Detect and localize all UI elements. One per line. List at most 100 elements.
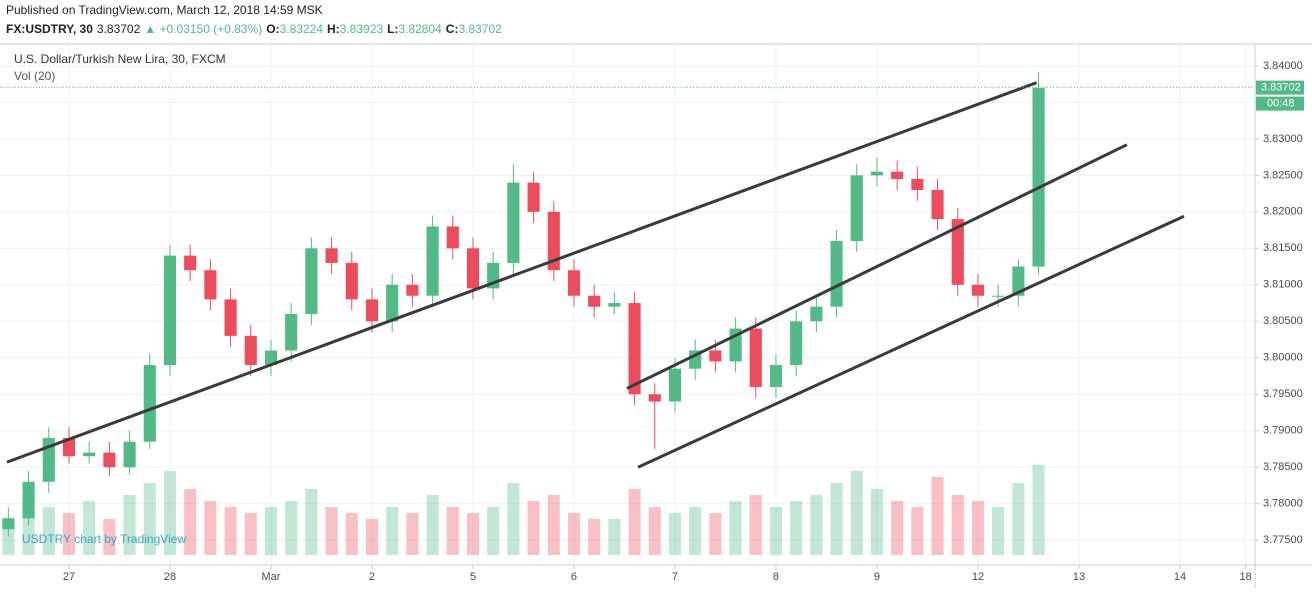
quote-value: 3.83224 [280, 22, 324, 36]
volume-bar [345, 513, 358, 555]
quote-label: L: [387, 22, 398, 36]
volume-bar [567, 513, 581, 555]
volume-bar [42, 507, 55, 555]
candle-body [709, 350, 722, 362]
candle-body [648, 394, 661, 402]
volume-bar [365, 519, 379, 555]
y-tick-label: 3.77500 [1263, 534, 1303, 546]
candle-body [668, 368, 682, 402]
trendline [6, 81, 1038, 464]
candle-body [103, 452, 116, 468]
symbol: FX:USDTRY, 30 [6, 22, 93, 36]
candle-body [608, 303, 621, 307]
countdown-box [1256, 96, 1304, 111]
quote-value: 3.83923 [340, 22, 384, 36]
x-tick-label: Mar [262, 571, 281, 583]
candle-body [567, 270, 581, 296]
candle-body [931, 189, 944, 220]
candle-body [992, 295, 1005, 297]
volume-bar [790, 501, 803, 555]
quote-label: O: [266, 22, 279, 36]
volume-bar [184, 489, 197, 555]
volume-bar [406, 513, 419, 555]
candle-body [810, 306, 823, 322]
volume-bar [123, 495, 136, 555]
candle-body [365, 299, 379, 322]
volume-bar [285, 501, 298, 555]
volume-bar [204, 501, 217, 555]
watermark[interactable]: USDTRY chart by TradingView [22, 532, 186, 546]
candle-body [264, 350, 278, 366]
candle-body [1012, 266, 1025, 296]
candle-body [426, 226, 439, 296]
volume-layer [2, 465, 1045, 555]
chart-title: U.S. Dollar/Turkish New Lira, 30, FXCM [14, 52, 226, 66]
x-tick-label: 7 [672, 571, 678, 583]
volume-bar [931, 477, 944, 555]
candle-body [850, 175, 863, 242]
x-tick-label: 2 [369, 571, 375, 583]
candle-body [749, 328, 762, 387]
candle-body [971, 284, 985, 296]
quote-label: H: [327, 22, 340, 36]
volume-bar [971, 501, 985, 555]
candle-body [163, 255, 177, 366]
y-tick-label: 3.79500 [1263, 388, 1303, 400]
volume-bar [487, 507, 500, 555]
published: Published on TradingView.com, March 12, … [6, 3, 323, 17]
candle-body [446, 226, 459, 249]
x-tick-label: 27 [63, 571, 75, 583]
volume-bar [830, 483, 843, 555]
countdown-label: 00:48 [1267, 98, 1295, 110]
volume-bar [446, 507, 459, 555]
candle-body [244, 335, 257, 366]
candle-body [2, 518, 15, 530]
y-tick-label: 3.80500 [1263, 315, 1303, 327]
candle-body [325, 248, 338, 263]
candle-body [406, 284, 419, 296]
trendline [637, 214, 1185, 469]
volume-label: Vol (20) [14, 69, 55, 83]
candle-body [527, 182, 540, 212]
volume-bar [951, 495, 964, 555]
trendline [626, 143, 1128, 390]
volume-bar [992, 507, 1005, 555]
y-tick-label: 3.79000 [1263, 425, 1303, 437]
x-tick-label: 8 [773, 571, 779, 583]
volume-bar [264, 507, 278, 555]
volume-bar [426, 495, 439, 555]
volume-bar [527, 501, 540, 555]
volume-bar [729, 501, 742, 555]
volume-bar [386, 507, 399, 555]
candle-body [285, 313, 298, 351]
volume-bar [891, 501, 904, 555]
candle-body [628, 303, 641, 395]
y-tick-label: 3.82500 [1263, 169, 1303, 181]
volume-bar [103, 519, 116, 555]
volume-bar [769, 507, 783, 555]
volume-bar [911, 507, 924, 555]
candle-body [305, 248, 318, 314]
last-price-box [1256, 80, 1304, 95]
volume-bar [83, 501, 96, 555]
volume-bar [588, 519, 601, 555]
y-tick-label: 3.78000 [1263, 498, 1303, 510]
y-tick-label: 3.84000 [1263, 60, 1303, 72]
volume-bar [143, 483, 156, 555]
volume-bar [709, 513, 722, 555]
candle-body [204, 270, 217, 300]
candle-body [143, 365, 156, 442]
candle-body [507, 182, 520, 263]
candle-body [386, 284, 399, 322]
candle-body [184, 255, 197, 271]
candle-body [224, 299, 237, 336]
last-price: 3.83702 [97, 22, 141, 36]
candle-body [345, 262, 358, 300]
quote-label: C: [446, 22, 459, 36]
y-tick-label: 3.83000 [1263, 133, 1303, 145]
volume-bar [1012, 483, 1025, 555]
volume-bar [689, 507, 702, 555]
axis-layer: 3.840003.835003.830003.825003.820003.815… [0, 43, 1312, 588]
